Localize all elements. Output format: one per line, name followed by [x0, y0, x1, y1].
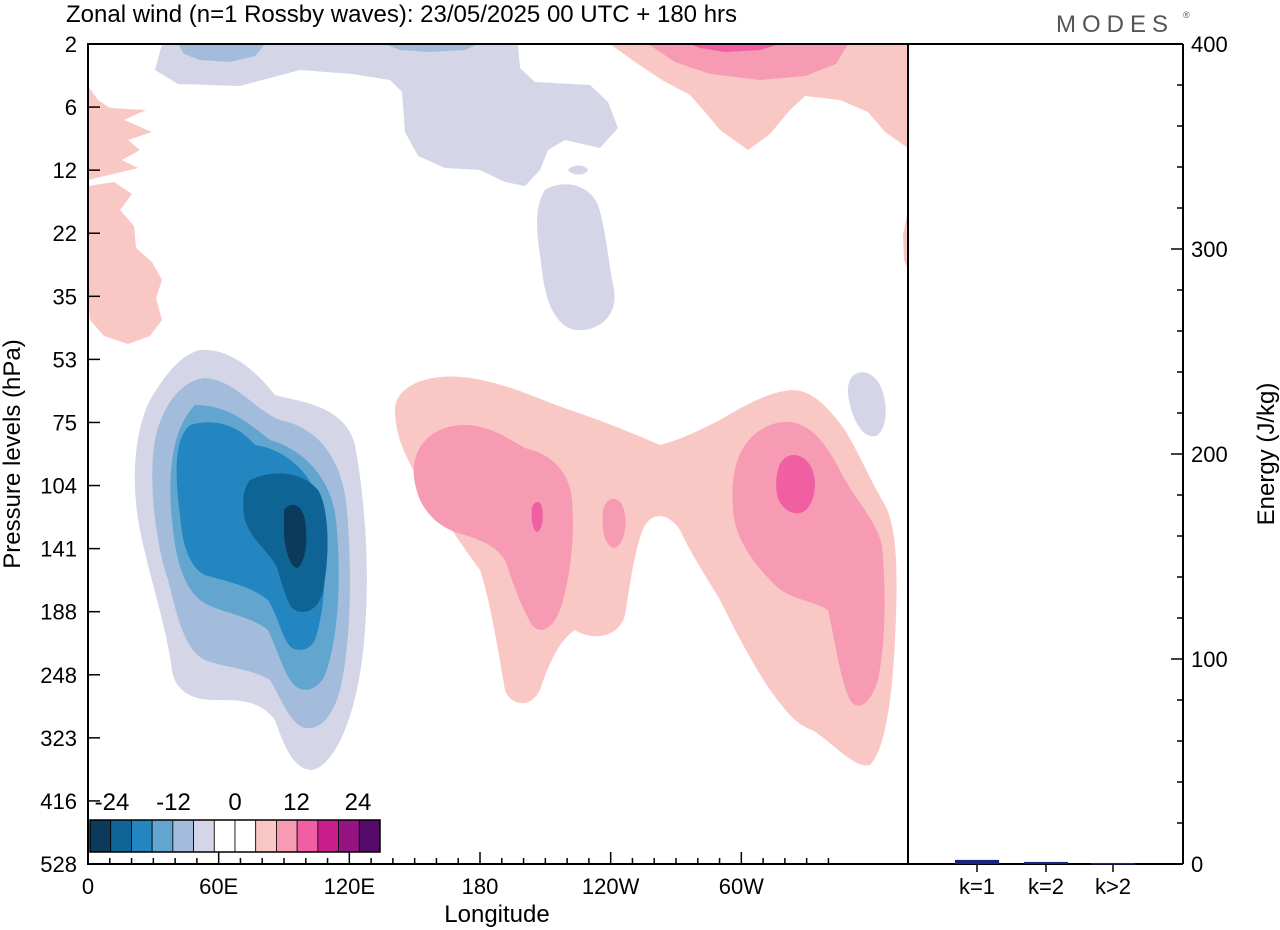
colorbar-swatch — [317, 819, 339, 853]
contour-field — [88, 44, 908, 852]
energy-axis-label: Energy (J/kg) — [1253, 383, 1280, 526]
colorbar-swatch — [255, 819, 277, 853]
y-tick-label: 22 — [53, 221, 77, 246]
energy-tick-label: 300 — [1191, 237, 1228, 262]
contour-central-positive-l2b — [732, 421, 885, 706]
energy-bar — [1091, 862, 1135, 865]
contour-small-negative-blob — [568, 165, 588, 175]
energy-axis: 0 100 200 300 400 — [1171, 32, 1228, 877]
contour-plot-frame — [87, 43, 909, 865]
x-tick-label: 120E — [324, 874, 375, 899]
brand-registered-mark: ® — [1183, 10, 1190, 20]
contour-top-pink-dark — [690, 44, 780, 52]
x-axis: 0 60E 120E 180 120W 60W — [82, 852, 830, 899]
energy-tick-label: 400 — [1191, 32, 1228, 57]
colorbar-swatch — [213, 819, 236, 853]
contour-central-positive-l2a — [413, 425, 573, 630]
y-axis-label: Pressure levels (hPa) — [0, 339, 26, 568]
y-axis: 2 6 12 22 35 53 75 104 141 188 248 323 416 528 — [40, 32, 100, 877]
colorbar-label: 24 — [345, 789, 372, 816]
colorbar-swatch — [151, 819, 174, 853]
contour-mid-negative-blob — [537, 184, 615, 331]
bar-category-label: k>2 — [1095, 874, 1131, 899]
contour-upper-negative-mid-2 — [385, 44, 478, 52]
y-tick-label: 53 — [53, 347, 77, 372]
y-tick-label: 188 — [40, 600, 77, 625]
colorbar-swatch — [358, 819, 381, 853]
x-axis-label: Longitude — [444, 901, 549, 928]
energy-tick-label: 100 — [1191, 647, 1228, 672]
y-tick-label: 248 — [40, 663, 77, 688]
energy-bar — [955, 859, 999, 864]
brand-logo: MODES — [1056, 11, 1174, 38]
bar-category-label: k=2 — [1028, 874, 1064, 899]
colorbar-swatch — [131, 819, 153, 853]
contour-left-pink-lower — [88, 182, 162, 344]
colorbar-label: -24 — [95, 789, 130, 816]
y-tick-label: 141 — [40, 537, 77, 562]
energy-tick-label: 0 — [1191, 852, 1203, 877]
energy-bars: k=1 k=2 k>2 — [955, 859, 1135, 899]
colorbar: -24 -12 0 12 24 — [88, 780, 382, 856]
y-tick-label: 35 — [53, 284, 77, 309]
y-tick-label: 12 — [53, 158, 77, 183]
colorbar-swatch — [296, 819, 319, 853]
contour-right-negative-blob — [847, 372, 886, 437]
y-tick-label: 2 — [65, 32, 77, 57]
energy-tick-label: 200 — [1191, 442, 1228, 467]
contour-central-positive-l3b — [776, 454, 815, 514]
colorbar-swatch — [172, 819, 194, 853]
y-tick-label: 323 — [40, 726, 77, 751]
colorbar-swatch — [110, 819, 132, 853]
contour-central-positive-l3a — [531, 502, 543, 532]
chart-title: Zonal wind (n=1 Rossby waves): 23/05/202… — [66, 1, 737, 28]
energy-bar — [1024, 861, 1068, 864]
colorbar-frame — [89, 819, 381, 853]
x-tick-label: 0 — [82, 874, 94, 899]
contour-top-pink-mid — [648, 44, 848, 80]
contour-upper-negative-light — [155, 44, 618, 186]
x-tick-label: 180 — [462, 874, 499, 899]
contour-central-positive-small — [602, 498, 626, 548]
y-tick-label: 528 — [40, 852, 77, 877]
contour-upper-negative-mid — [178, 44, 265, 62]
colorbar-label: -12 — [156, 789, 191, 816]
y-tick-label: 75 — [53, 410, 77, 435]
colorbar-swatch — [89, 819, 112, 853]
contour-left-pink-upper — [88, 86, 152, 180]
y-tick-label: 416 — [40, 789, 77, 814]
colorbar-label: 0 — [228, 789, 241, 816]
x-tick-label: 60W — [719, 874, 764, 899]
colorbar-label: 12 — [283, 789, 310, 816]
x-tick-label: 60E — [199, 874, 238, 899]
bar-category-label: k=1 — [959, 874, 995, 899]
y-tick-label: 104 — [40, 474, 77, 499]
colorbar-swatch — [338, 819, 360, 853]
colorbar-swatch — [276, 819, 298, 853]
contour-right-edge-pink — [903, 210, 908, 270]
colorbar-swatch — [193, 819, 215, 853]
contour-main-negative-l6 — [284, 504, 307, 568]
contour-top-pink-light — [610, 44, 908, 150]
colorbar-swatch — [234, 819, 257, 853]
x-tick-label: 120W — [582, 874, 640, 899]
y-tick-label: 6 — [65, 95, 77, 120]
